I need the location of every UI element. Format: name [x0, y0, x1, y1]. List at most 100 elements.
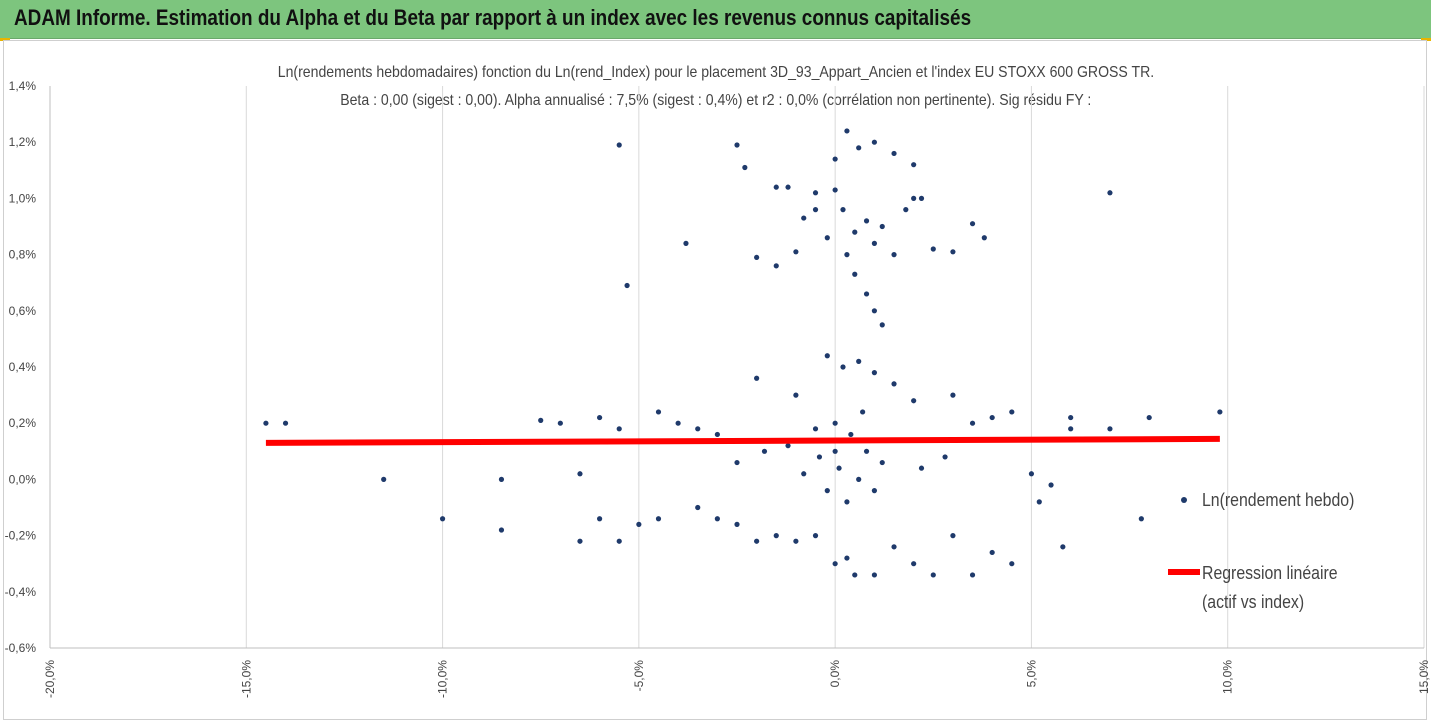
data-point [871, 572, 878, 578]
legend-label-regression-2: (actif vs index) [1202, 592, 1305, 612]
data-point [773, 184, 779, 190]
data-point [918, 465, 925, 471]
data-point [695, 504, 701, 511]
data-point [761, 448, 768, 454]
data-point [734, 142, 740, 148]
data-point [263, 420, 269, 426]
report-banner: ADAM Informe. Estimation du Alpha et du … [0, 0, 1431, 39]
data-point [655, 516, 662, 522]
data-point [903, 207, 909, 213]
data-point [871, 308, 878, 314]
data-point [863, 291, 870, 297]
data-point [734, 521, 740, 527]
data-point [879, 223, 885, 230]
chart-title-line2: Beta : 0,00 (sigest : 0,00). Alpha annua… [339, 92, 1092, 109]
y-tick-label: -0,6% [5, 641, 37, 655]
data-point [557, 420, 563, 426]
data-point [891, 544, 897, 550]
data-point [734, 459, 740, 466]
data-point [1068, 426, 1074, 432]
data-point [856, 145, 862, 151]
data-point [911, 162, 917, 168]
data-point [773, 533, 779, 539]
data-point [616, 142, 622, 148]
data-point [1048, 482, 1054, 488]
y-tick-label: 0,0% [9, 472, 37, 486]
data-point [989, 414, 995, 421]
data-point [930, 246, 936, 252]
data-point [785, 443, 791, 449]
y-tick-label: 1,2% [9, 135, 37, 149]
x-tick-label: 0,0% [828, 660, 842, 688]
data-point [538, 417, 544, 423]
data-point [1107, 190, 1113, 196]
data-point [1217, 409, 1223, 415]
data-point [844, 555, 850, 561]
data-point [742, 164, 748, 171]
data-point [812, 190, 819, 196]
data-point [911, 195, 917, 201]
y-tick-label: 0,4% [9, 360, 37, 374]
data-point [871, 488, 878, 494]
legend-label-points: Ln(rendement hebdo) [1202, 490, 1355, 510]
x-tick-label: -10,0% [436, 660, 450, 698]
data-point [655, 409, 662, 415]
data-point [816, 454, 823, 460]
data-point [1060, 544, 1066, 550]
data-point [754, 538, 760, 544]
data-point [597, 414, 603, 421]
data-point [1068, 414, 1074, 421]
data-point [832, 448, 838, 454]
data-point [836, 465, 842, 471]
data-point [616, 538, 622, 544]
x-tick-label: 15,0% [1417, 660, 1431, 694]
data-point [812, 533, 819, 539]
data-point [879, 459, 885, 466]
data-point [577, 471, 583, 477]
data-point [1009, 561, 1015, 567]
data-point [624, 282, 630, 289]
data-point [754, 254, 760, 261]
data-point [801, 471, 807, 477]
x-tick-label: 10,0% [1221, 660, 1235, 694]
data-point [844, 252, 850, 258]
chart-title-line1: Ln(rendements hebdomadaires) fonction du… [277, 64, 1154, 81]
x-tick-label: -15,0% [239, 660, 253, 698]
data-point [832, 561, 838, 567]
data-point [852, 271, 858, 277]
data-point [871, 370, 878, 376]
data-point [1009, 409, 1015, 415]
data-point [852, 572, 858, 578]
x-tick-label: -20,0% [43, 660, 57, 698]
data-point [282, 420, 289, 426]
corner-marker-right [1421, 38, 1431, 41]
data-point [824, 488, 830, 494]
data-point [918, 195, 925, 201]
data-point [879, 322, 885, 328]
data-point [832, 156, 838, 162]
data-point [498, 476, 505, 482]
data-point [714, 431, 720, 438]
data-point [616, 426, 622, 432]
data-point [801, 215, 807, 221]
data-point [969, 420, 976, 426]
data-point [863, 218, 870, 224]
data-point [636, 521, 642, 527]
data-point [683, 240, 689, 246]
y-tick-label: 1,4% [9, 79, 37, 93]
data-point [1146, 414, 1152, 421]
data-point [848, 431, 854, 438]
y-tick-label: -0,4% [5, 585, 37, 599]
data-point [812, 207, 819, 213]
data-point [871, 240, 878, 246]
corner-marker-left [0, 38, 10, 41]
data-point [852, 229, 858, 235]
data-point [832, 187, 838, 193]
data-point [871, 139, 878, 145]
data-point [439, 516, 446, 522]
data-point [597, 516, 603, 522]
data-point [793, 392, 799, 398]
x-tick-label: 5,0% [1024, 660, 1038, 688]
data-point [911, 561, 917, 567]
